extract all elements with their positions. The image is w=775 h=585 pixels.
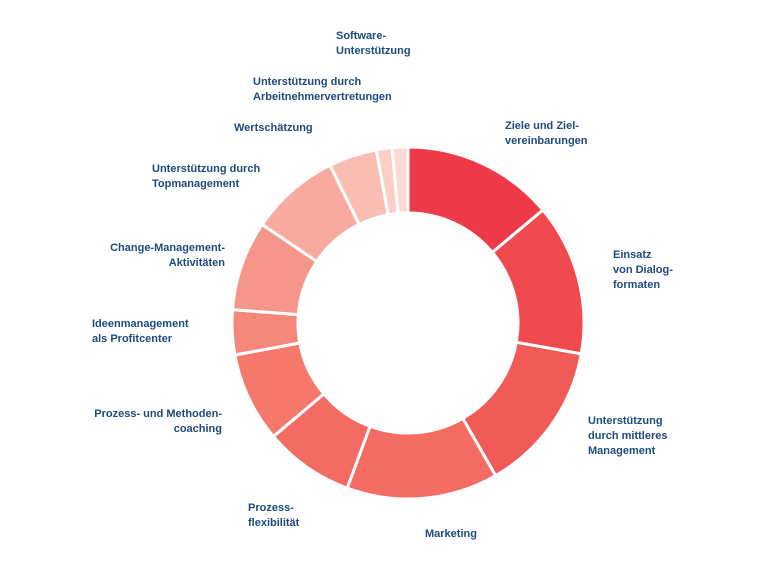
label-mittleres-mgmt: Unterstützung durch mittleres Management xyxy=(588,415,668,457)
donut-slice-11 xyxy=(390,145,410,215)
label-marketing: Marketing xyxy=(425,528,477,540)
label-wertschaetzung: Wertschätzung xyxy=(234,122,313,134)
label-dialogformate: Einsatz von Dialog- formaten xyxy=(613,249,673,291)
label-software: Software- Unterstützung xyxy=(336,30,411,57)
label-topmanagement: Unterstützung durch Topmanagement xyxy=(152,163,261,190)
label-arbeitnehmer: Unterstützung durch Arbeitnehmervertretu… xyxy=(253,76,392,103)
label-prozessflex: Prozess- flexibilität xyxy=(248,502,300,529)
label-ziele: Ziele und Ziel- vereinbarungen xyxy=(505,120,588,147)
label-change-mgmt: Change-Management- Aktivitäten xyxy=(110,242,225,269)
label-ideenmanagement: Ideenmanagement als Profitcenter xyxy=(92,318,189,345)
label-coaching: Prozess- und Methoden- coaching xyxy=(94,408,222,435)
